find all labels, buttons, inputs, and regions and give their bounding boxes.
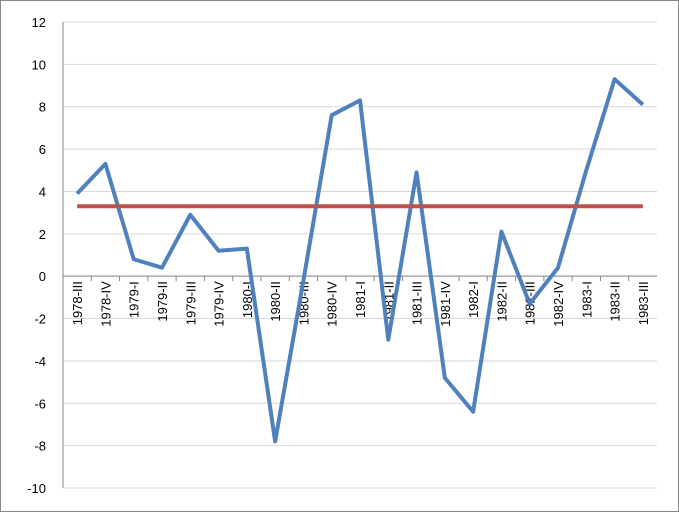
- data-line: [75, 77, 645, 444]
- y-tick-label: 2: [39, 227, 46, 242]
- y-tick-label: -4: [34, 354, 46, 369]
- y-tick-label: 6: [39, 142, 46, 157]
- x-tick-label: 1979-III: [183, 281, 198, 325]
- y-tick-label: -8: [34, 439, 46, 454]
- y-tick-label: 12: [32, 15, 46, 30]
- x-tick-label: 1983-III: [636, 281, 651, 325]
- x-tick-label: 1981-III: [410, 281, 425, 325]
- x-tick-label: 1978-III: [70, 281, 85, 325]
- x-tick-label: 1979-I: [127, 281, 142, 318]
- y-tick-label: -10: [27, 481, 46, 496]
- y-tick-label: -2: [34, 312, 46, 327]
- x-tick-label: 1980-IV: [325, 281, 340, 327]
- x-tick-label: 1979-IV: [212, 281, 227, 327]
- x-tick-label: 1982-II: [494, 281, 509, 321]
- y-tick-label: 8: [39, 100, 46, 115]
- x-tick-label: 1982-IV: [551, 281, 566, 327]
- y-tick-label: 10: [32, 57, 46, 72]
- x-tick-label: 1981-I: [353, 281, 368, 318]
- x-tick-label: 1983-I: [579, 281, 594, 318]
- x-tick-label: 1978-IV: [98, 281, 113, 327]
- x-tick-label: 1982-I: [466, 281, 481, 318]
- x-tick-label: 1983-II: [608, 281, 623, 321]
- y-tick-label: 4: [39, 184, 46, 199]
- x-tick-label: 1980-II: [268, 281, 283, 321]
- x-tick-label: 1979-II: [155, 281, 170, 321]
- y-tick-label: 0: [39, 269, 46, 284]
- y-tick-label: -6: [34, 396, 46, 411]
- x-tick-label: 1981-IV: [438, 281, 453, 327]
